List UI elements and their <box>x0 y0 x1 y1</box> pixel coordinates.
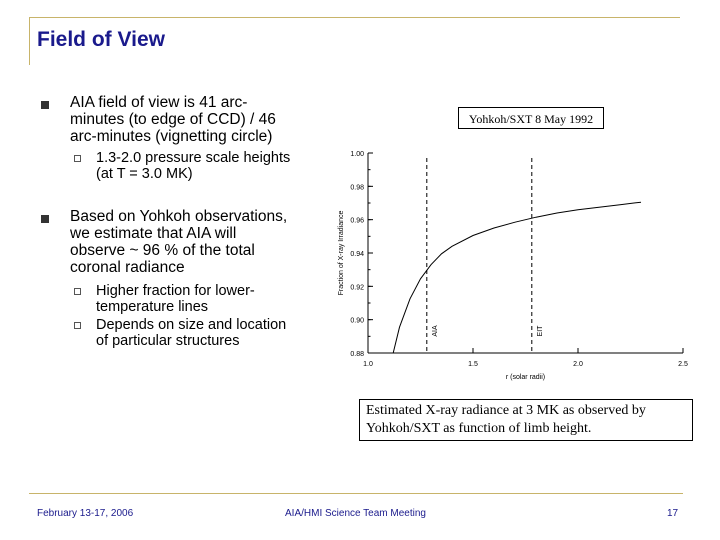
bullet-2-line-4: coronal radiance <box>70 259 185 276</box>
sub-bullet-2-line-2: temperature lines <box>96 299 209 315</box>
sub-bullet-3-line-1: Depends on size and location <box>96 317 287 333</box>
footer-date: February 13-17, 2006 <box>37 508 134 519</box>
y-tick-label: 0.92 <box>350 284 364 291</box>
bullet-1-text: AIA field of view is 41 arc- minutes (to… <box>70 94 276 145</box>
y-tick-label: 0.96 <box>350 218 364 225</box>
x-tick-label: 2.0 <box>573 361 583 368</box>
sub-bullet-3-text: Depends on size and location of particul… <box>96 317 286 349</box>
bullet-2-text: Based on Yohkoh observations, we estimat… <box>70 208 287 276</box>
chart-title: Yohkoh/SXT 8 May 1992 <box>458 107 604 129</box>
y-tick-label: 1.00 <box>350 151 364 158</box>
bullet-2-line-1: Based on Yohkoh observations, <box>70 208 288 225</box>
sub-bullet-2-line-1: Higher fraction for lower- <box>96 283 255 299</box>
bullet-1-line-1: AIA field of view is 41 arc- <box>70 94 248 111</box>
y-tick-label: 0.98 <box>350 184 364 191</box>
bullet-marker <box>41 101 49 109</box>
frame-bottom-line <box>29 493 683 494</box>
x-tick-label: 1.5 <box>468 361 478 368</box>
footer-meeting: AIA/HMI Science Team Meeting <box>285 508 426 519</box>
annotation-label-eit: EIT <box>537 325 544 337</box>
x-tick-label: 2.5 <box>678 361 688 368</box>
bullet-1-line-3: arc-minutes (vignetting circle) <box>70 128 273 145</box>
bullet-1-line-2: minutes (to edge of CCD) / 46 <box>70 111 276 128</box>
bullet-marker <box>41 215 49 223</box>
frame-top-line <box>29 17 680 18</box>
y-axis-label: Fraction of X-ray Irradiance <box>338 210 345 295</box>
series-line-0 <box>392 201 642 354</box>
caption-line-1: Estimated X-ray radiance at 3 MK as obse… <box>366 403 646 418</box>
y-tick-label: 0.94 <box>350 251 364 258</box>
sub-bullet-1-line-2: (at T = 3.0 MK) <box>96 166 193 182</box>
sub-bullet-marker <box>74 322 81 329</box>
sub-bullet-marker <box>74 288 81 295</box>
annotation-label-aia: AIA <box>432 325 439 337</box>
x-tick-label: 1.0 <box>363 361 373 368</box>
x-axis-label: r (solar radii) <box>506 374 545 381</box>
sub-bullet-marker <box>74 155 81 162</box>
caption-line-2: Yohkoh/SXT as function of limb height. <box>366 421 592 436</box>
y-tick-label: 0.88 <box>350 351 364 358</box>
sub-bullet-1-text: 1.3-2.0 pressure scale heights (at T = 3… <box>96 150 290 182</box>
sub-bullet-2-text: Higher fraction for lower- temperature l… <box>96 283 255 315</box>
y-tick-label: 0.90 <box>350 318 364 325</box>
bullet-2-line-2: we estimate that AIA will <box>70 225 237 242</box>
sub-bullet-1-line-1: 1.3-2.0 pressure scale heights <box>96 150 291 166</box>
frame-left-line <box>29 17 30 65</box>
footer-page-number: 17 <box>667 508 679 519</box>
sub-bullet-3-line-2: of particular structures <box>96 333 240 349</box>
bullet-2-line-3: observe ~ 96 % of the total <box>70 242 255 259</box>
chart-caption: Estimated X-ray radiance at 3 MK as obse… <box>359 399 693 441</box>
slide-title: Field of View <box>37 28 165 51</box>
irradiance-chart: 0.88 0.90 0.92 0.94 0.96 0.98 1.00 1.0 1.5 2.0 2.5… <box>338 151 688 381</box>
